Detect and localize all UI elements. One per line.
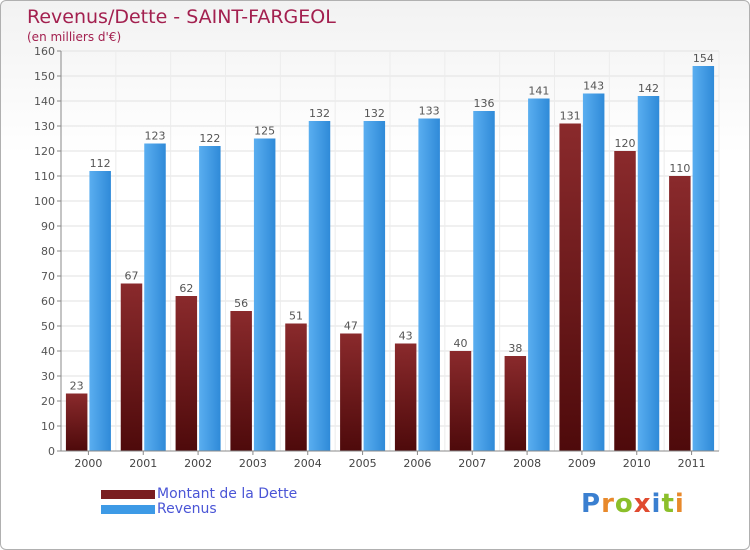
data-label-revenus: 132 xyxy=(309,107,330,120)
y-tick-label: 120 xyxy=(34,145,55,158)
legend-label-dette: Montant de la Dette xyxy=(157,486,298,502)
y-tick-label: 50 xyxy=(41,320,55,333)
bar-revenus xyxy=(528,98,550,451)
y-tick-label: 20 xyxy=(41,395,55,408)
y-tick-label: 60 xyxy=(41,295,55,308)
bar-dette xyxy=(65,393,88,451)
bar-dette xyxy=(559,123,581,451)
legend-label-revenus: Revenus xyxy=(157,501,217,517)
y-tick-label: 80 xyxy=(41,245,55,258)
y-tick-label: 160 xyxy=(34,45,55,58)
data-label-dette: 40 xyxy=(454,337,468,350)
bar-revenus xyxy=(692,66,715,451)
x-tick-label: 2007 xyxy=(458,457,486,470)
bar-revenus xyxy=(308,121,331,451)
data-label-revenus: 142 xyxy=(638,82,659,95)
y-tick-label: 150 xyxy=(34,70,55,83)
logo-letter: o xyxy=(614,489,634,519)
bar-dette xyxy=(394,343,417,451)
data-label-revenus: 132 xyxy=(364,107,385,120)
proxiti-logo: Proxiti xyxy=(581,489,685,519)
bar-dette xyxy=(120,283,143,451)
x-tick-label: 2010 xyxy=(623,457,651,470)
labels-layer: 23 112 67 123 62 122 56 125 51 132 47 132 43 133 40 136… xyxy=(70,52,714,393)
x-tick-label: 2008 xyxy=(513,457,541,470)
data-label-revenus: 123 xyxy=(145,130,166,143)
logo-letter: i xyxy=(651,489,662,519)
logo-letter: x xyxy=(633,489,652,519)
y-tick-label: 70 xyxy=(41,270,55,283)
data-label-dette: 47 xyxy=(344,320,358,333)
bars-layer xyxy=(65,66,715,451)
bar-revenus xyxy=(199,146,221,451)
axis-layer: 0 10 20 30 40 50 60 70 80 90 100 110 120 130 140 150 160… xyxy=(34,45,719,470)
x-tick-label: 2004 xyxy=(294,457,322,470)
logo-letter: r xyxy=(601,489,615,519)
y-tick-label: 130 xyxy=(34,120,55,133)
x-tick-label: 2003 xyxy=(239,457,267,470)
x-tick-label: 2000 xyxy=(74,457,102,470)
data-label-dette: 67 xyxy=(125,270,139,283)
y-tick-label: 30 xyxy=(41,370,55,383)
data-label-dette: 110 xyxy=(669,162,690,175)
data-label-revenus: 125 xyxy=(254,125,275,138)
bar-dette xyxy=(504,356,527,451)
data-label-revenus: 154 xyxy=(693,52,714,65)
data-label-dette: 56 xyxy=(234,297,248,310)
y-tick-label: 10 xyxy=(41,420,55,433)
y-tick-label: 40 xyxy=(41,345,55,358)
bar-revenus xyxy=(637,96,660,451)
grid-layer xyxy=(60,50,720,452)
bar-dette xyxy=(340,333,362,451)
data-label-revenus: 112 xyxy=(90,157,111,170)
bar-revenus xyxy=(418,118,440,451)
bar-revenus xyxy=(582,93,605,451)
data-label-revenus: 136 xyxy=(474,97,495,110)
data-label-dette: 120 xyxy=(615,137,636,150)
chart-subtitle: (en milliers d'€) xyxy=(27,30,122,44)
y-tick-label: 140 xyxy=(34,95,55,108)
data-label-revenus: 143 xyxy=(583,80,604,93)
bar-revenus xyxy=(363,121,386,451)
logo-letter: i xyxy=(674,489,685,519)
x-tick-label: 2011 xyxy=(678,457,706,470)
x-tick-label: 2001 xyxy=(129,457,157,470)
data-label-revenus: 122 xyxy=(199,132,220,145)
logo-letter: t xyxy=(661,489,675,519)
y-tick-label: 100 xyxy=(34,195,55,208)
bar-revenus xyxy=(89,171,111,451)
legend-swatch-revenus xyxy=(101,505,155,514)
logo-letter: P xyxy=(581,489,602,519)
x-tick-label: 2006 xyxy=(403,457,431,470)
data-label-dette: 62 xyxy=(179,282,193,295)
chart-title: Revenus/Dette - SAINT-FARGEOL xyxy=(27,6,336,28)
bar-dette xyxy=(230,311,252,451)
bar-dette xyxy=(285,323,307,451)
data-label-dette: 131 xyxy=(560,110,581,123)
data-label-revenus: 133 xyxy=(419,105,440,118)
data-label-revenus: 141 xyxy=(528,85,549,98)
bar-dette xyxy=(669,176,691,451)
data-label-dette: 51 xyxy=(289,310,303,323)
legend-swatch-dette xyxy=(101,490,155,499)
y-tick-label: 110 xyxy=(34,170,55,183)
y-tick-label: 90 xyxy=(41,220,55,233)
bar-dette xyxy=(175,296,198,451)
x-tick-label: 2002 xyxy=(184,457,212,470)
bar-revenus xyxy=(144,143,166,451)
data-label-dette: 43 xyxy=(399,330,413,343)
bar-dette xyxy=(614,151,636,451)
x-tick-label: 2009 xyxy=(568,457,596,470)
x-tick-label: 2005 xyxy=(349,457,377,470)
data-label-dette: 38 xyxy=(508,342,522,355)
data-label-dette: 23 xyxy=(70,380,84,393)
y-tick-label: 0 xyxy=(48,445,55,458)
bar-dette xyxy=(449,351,472,451)
bar-revenus xyxy=(253,138,276,451)
bar-revenus xyxy=(473,111,495,451)
